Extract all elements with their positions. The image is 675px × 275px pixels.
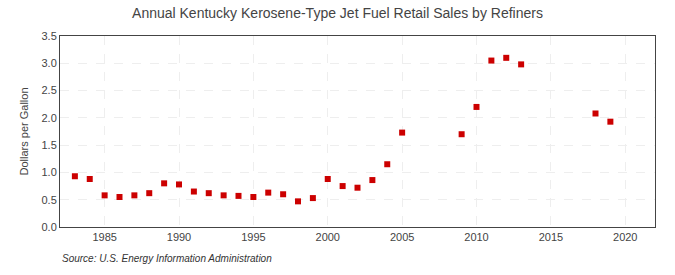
svg-text:2005: 2005 [390,231,414,243]
svg-text:2.5: 2.5 [42,84,57,96]
svg-text:2015: 2015 [539,231,563,243]
svg-text:1985: 1985 [92,231,116,243]
svg-text:Dollars per Gallon: Dollars per Gallon [18,87,30,175]
svg-text:1.5: 1.5 [42,139,57,151]
svg-text:1990: 1990 [167,231,191,243]
svg-text:2000: 2000 [316,231,340,243]
svg-text:3.5: 3.5 [42,30,57,42]
svg-text:2020: 2020 [613,231,637,243]
svg-text:2.0: 2.0 [42,112,57,124]
svg-text:1995: 1995 [241,231,265,243]
svg-text:Annual Kentucky Kerosene-Type: Annual Kentucky Kerosene-Type Jet Fuel R… [132,5,543,21]
svg-text:2010: 2010 [464,231,488,243]
svg-text:0.0: 0.0 [42,221,57,233]
svg-text:0.5: 0.5 [42,194,57,206]
svg-text:1.0: 1.0 [42,166,57,178]
svg-text:3.0: 3.0 [42,57,57,69]
svg-text:Source: U.S. Energy Informatio: Source: U.S. Energy Information Administ… [62,253,272,264]
